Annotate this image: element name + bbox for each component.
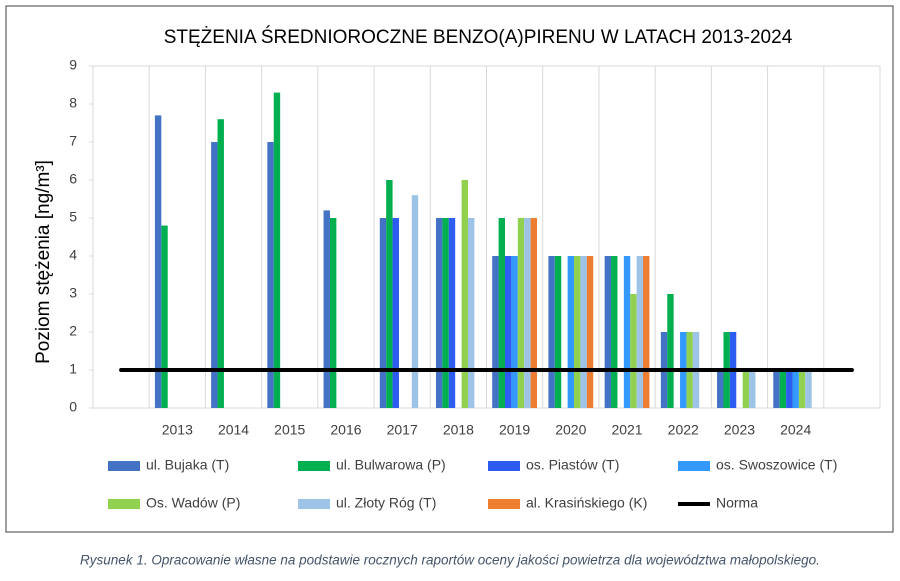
bar bbox=[442, 218, 449, 408]
x-tick-label: 2023 bbox=[724, 422, 755, 438]
bar bbox=[386, 180, 393, 408]
bar bbox=[273, 92, 281, 408]
bar bbox=[161, 225, 168, 408]
x-tick-label: 2019 bbox=[499, 422, 530, 438]
bar bbox=[742, 370, 750, 408]
legend-label: os. Piastów (T) bbox=[526, 457, 619, 473]
legend-label: Norma bbox=[716, 495, 758, 511]
bar bbox=[574, 256, 581, 408]
y-tick-label: 6 bbox=[69, 171, 77, 187]
bar bbox=[392, 218, 399, 408]
bar bbox=[798, 370, 806, 408]
bar bbox=[611, 256, 618, 408]
legend-swatch bbox=[678, 461, 710, 471]
bar bbox=[779, 370, 787, 408]
legend-label: ul. Bujaka (T) bbox=[146, 457, 229, 473]
y-axis-label: Poziom stężenia [ng/m³] bbox=[33, 160, 54, 364]
legend-label: al. Krasińskiego (K) bbox=[526, 495, 647, 511]
bar bbox=[211, 142, 218, 408]
x-tick-label: 2014 bbox=[218, 422, 249, 438]
bar bbox=[643, 256, 650, 408]
bar bbox=[580, 256, 587, 408]
legend-swatch bbox=[108, 499, 140, 509]
bar bbox=[586, 256, 594, 408]
bar bbox=[435, 218, 443, 408]
bar bbox=[805, 370, 812, 408]
caption: Rysunek 1. Opracowanie własne na podstaw… bbox=[80, 553, 820, 568]
legend-label: os. Swoszowice (T) bbox=[716, 457, 837, 473]
bar bbox=[773, 370, 780, 408]
bar bbox=[154, 115, 162, 409]
bar bbox=[379, 218, 387, 408]
legend-swatch bbox=[488, 461, 520, 471]
bar bbox=[467, 218, 475, 408]
bar bbox=[267, 142, 274, 408]
x-tick-label: 2016 bbox=[330, 422, 361, 438]
y-tick-label: 0 bbox=[69, 399, 77, 415]
y-tick-label: 7 bbox=[69, 133, 77, 149]
x-tick-label: 2024 bbox=[780, 422, 811, 438]
legend-swatch bbox=[298, 461, 330, 471]
y-tick-label: 2 bbox=[69, 323, 77, 339]
legend-swatch bbox=[488, 499, 520, 509]
x-tick-label: 2020 bbox=[555, 422, 586, 438]
bar bbox=[492, 256, 499, 408]
bar bbox=[604, 256, 612, 408]
y-tick-label: 4 bbox=[69, 247, 77, 263]
legend-swatch bbox=[298, 499, 330, 509]
bar bbox=[323, 210, 330, 408]
bar bbox=[567, 256, 575, 408]
legend-label: ul. Złoty Róg (T) bbox=[336, 495, 436, 511]
bar bbox=[630, 294, 637, 408]
legend-label: Os. Wadów (P) bbox=[146, 495, 240, 511]
bar bbox=[749, 370, 756, 408]
y-tick-label: 8 bbox=[69, 95, 77, 111]
bar bbox=[505, 256, 512, 408]
bar bbox=[623, 256, 631, 408]
bar bbox=[530, 218, 538, 408]
bar bbox=[548, 256, 555, 408]
x-tick-label: 2021 bbox=[611, 422, 642, 438]
x-tick-label: 2013 bbox=[162, 422, 193, 438]
bar bbox=[411, 195, 419, 408]
bar bbox=[517, 218, 525, 408]
y-tick-label: 5 bbox=[69, 209, 77, 225]
bar bbox=[511, 256, 518, 408]
bar bbox=[448, 218, 456, 408]
x-tick-label: 2022 bbox=[668, 422, 699, 438]
y-tick-label: 9 bbox=[69, 57, 77, 73]
bar bbox=[524, 218, 531, 408]
x-tick-label: 2015 bbox=[274, 422, 305, 438]
bar bbox=[554, 256, 562, 408]
y-tick-label: 3 bbox=[69, 285, 77, 301]
bar bbox=[792, 370, 799, 408]
bar bbox=[667, 294, 674, 408]
bar bbox=[636, 256, 644, 408]
legend-swatch bbox=[108, 461, 140, 471]
chart-title: STĘŻENIA ŚREDNIOROCZNE BENZO(A)PIRENU W … bbox=[164, 26, 793, 48]
y-tick-label: 1 bbox=[69, 361, 77, 377]
x-tick-label: 2017 bbox=[387, 422, 418, 438]
bar bbox=[717, 370, 724, 408]
bar bbox=[329, 218, 337, 408]
bar bbox=[786, 370, 793, 408]
bar bbox=[217, 119, 224, 408]
bar bbox=[498, 218, 506, 408]
x-tick-label: 2018 bbox=[443, 422, 474, 438]
legend-label: ul. Bulwarowa (P) bbox=[336, 457, 446, 473]
bar bbox=[461, 180, 468, 408]
